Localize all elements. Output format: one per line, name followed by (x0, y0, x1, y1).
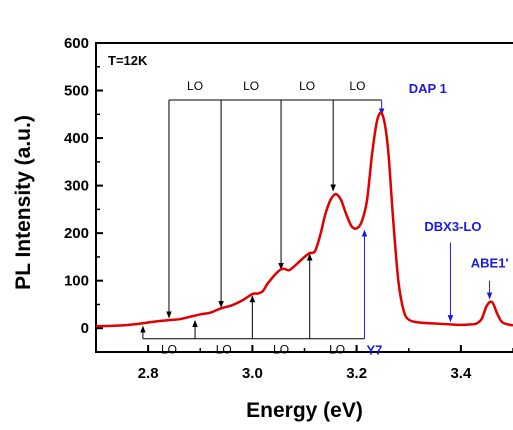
x-tick-label: 3.0 (242, 365, 263, 382)
y-tick-label: 400 (64, 130, 89, 147)
y-tick-label: 300 (64, 178, 89, 195)
abe1-label: ABE1' (471, 255, 509, 270)
series-line (95, 111, 513, 328)
x-tick-label: 2.8 (138, 365, 159, 382)
x-tick-label: 3.2 (346, 365, 367, 382)
top-lo-label: LO (187, 79, 203, 93)
plot-frame (95, 42, 513, 353)
bottom-lo-label: LO (329, 343, 345, 357)
y-tick-label: 600 (64, 35, 89, 52)
top-lo-label: LO (349, 79, 365, 93)
y-tick-label: 100 (64, 273, 89, 290)
y-tick-label: 200 (64, 225, 89, 242)
dbx3-lo-label: DBX3-LO (424, 219, 481, 234)
top-lo-label: LO (299, 79, 315, 93)
y-tick-label: 0 (81, 320, 89, 337)
y-tick-label: 500 (64, 83, 89, 100)
axis-ticks: 2.8 3.0 3.2 3.4 0 100 200 300 400 500 600 (64, 35, 513, 382)
bottom-lo-label: LO (273, 343, 289, 357)
top-lo-label: LO (243, 79, 259, 93)
x-tick-label: 3.4 (450, 365, 472, 382)
y7-label: Y7 (366, 343, 382, 358)
x-axis-title: Energy (eV) (246, 399, 363, 422)
bottom-lo-label: LO (216, 343, 232, 357)
y-axis-title: PL Intensity (a.u.) (12, 115, 35, 290)
temperature-label: T=12K (108, 53, 148, 68)
annotations: LO LO LO LO LO LO LO LO (140, 79, 493, 357)
dap1-label: DAP 1 (409, 81, 447, 96)
bottom-lo-label: LO (161, 343, 177, 357)
